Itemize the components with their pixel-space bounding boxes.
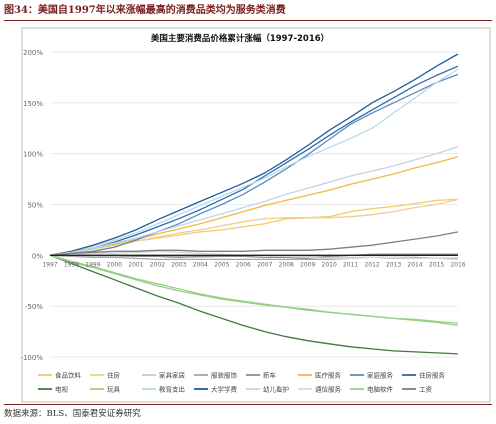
y-tick-label: 150% xyxy=(23,100,43,108)
legend-label: 家具家居 xyxy=(159,371,186,380)
x-tick-label: 2001 xyxy=(128,261,143,268)
x-tick-label: 1998 xyxy=(64,261,79,268)
x-tick-label: 2002 xyxy=(150,261,165,268)
y-tick-label: 100% xyxy=(23,151,43,159)
plot-frame xyxy=(21,27,491,403)
x-tick-label: 1999 xyxy=(85,261,100,268)
legend-label: 医疗服务 xyxy=(315,371,342,380)
x-tick-label: 2016 xyxy=(450,261,465,268)
y-tick-label: -50% xyxy=(25,303,43,311)
chart-title: 美国主要消费品价格累计涨幅（1997-2016） xyxy=(151,33,329,44)
legend-label: 电脑软件 xyxy=(367,385,394,394)
y-tick-label: 50% xyxy=(27,202,43,210)
series-line-6 xyxy=(49,73,459,256)
series-line-5 xyxy=(49,156,459,256)
x-tick-label: 2003 xyxy=(171,261,186,268)
header-divider xyxy=(4,20,492,21)
legend-label: 服装服饰 xyxy=(211,371,238,380)
legend-label: 家庭服务 xyxy=(367,371,394,380)
series-line-12 xyxy=(49,145,459,256)
line-chart: 美国主要消费品价格累计涨幅（1997-2016） -100% -50% 0% 50% 1… xyxy=(20,27,491,403)
series-line-10 xyxy=(49,68,459,256)
legend-label: 玩具 xyxy=(107,386,121,394)
legend-label: 食品饮料 xyxy=(55,371,82,380)
x-tick-label: 2015 xyxy=(429,261,444,268)
legend-label: 工资 xyxy=(419,385,433,394)
legend-label: 新车 xyxy=(263,371,277,380)
legend-label: 教育支出 xyxy=(159,385,185,394)
x-tick-label: 2013 xyxy=(386,261,401,268)
figure-header: 图34：美国自1997年以来涨幅最高的消费品类均为服务类消费 xyxy=(4,5,286,16)
y-tick-label: -100% xyxy=(20,354,43,362)
x-tick-label: 2012 xyxy=(364,261,379,268)
legend-label: 大学学费 xyxy=(211,385,238,394)
x-tick-label: 2008 xyxy=(279,261,294,268)
footer-divider xyxy=(4,404,492,405)
series-line-15 xyxy=(49,231,459,256)
x-tick-label: 1997 xyxy=(42,261,57,268)
legend-label: 电视 xyxy=(55,385,69,394)
x-tick-label: 2009 xyxy=(300,261,315,268)
x-tick-label: 2011 xyxy=(343,261,358,268)
legend-label: 住房服务 xyxy=(419,371,446,380)
series-line-14 xyxy=(49,254,459,325)
x-tick-label: 2000 xyxy=(107,261,122,268)
legend-label: 住房 xyxy=(107,371,120,380)
series-line-1 xyxy=(49,198,459,256)
x-tick-label: 2006 xyxy=(236,261,251,268)
series-line-8 xyxy=(49,254,459,355)
figure-source: 数据来源：BLS、国泰君安证券研究 xyxy=(4,409,141,419)
x-tick-label: 2010 xyxy=(322,261,337,268)
y-tick-label: 0% xyxy=(32,252,43,260)
x-tick-label: 2005 xyxy=(214,261,229,268)
x-tick-label: 2014 xyxy=(407,261,422,268)
x-tick-label: 2004 xyxy=(193,261,208,268)
x-axis: 1997 1998 1999 2000 2001 2002 2003 2004 2005 2006… xyxy=(42,261,465,268)
y-axis: -100% -50% 0% 50% 100% 150% 200% xyxy=(20,49,43,362)
legend-label: 幼儿看护 xyxy=(263,385,289,394)
y-tick-label: 200% xyxy=(23,49,43,57)
legend-label: 通信服务 xyxy=(315,385,342,394)
series-line-11 xyxy=(49,53,459,256)
x-tick-label: 2007 xyxy=(257,261,272,268)
